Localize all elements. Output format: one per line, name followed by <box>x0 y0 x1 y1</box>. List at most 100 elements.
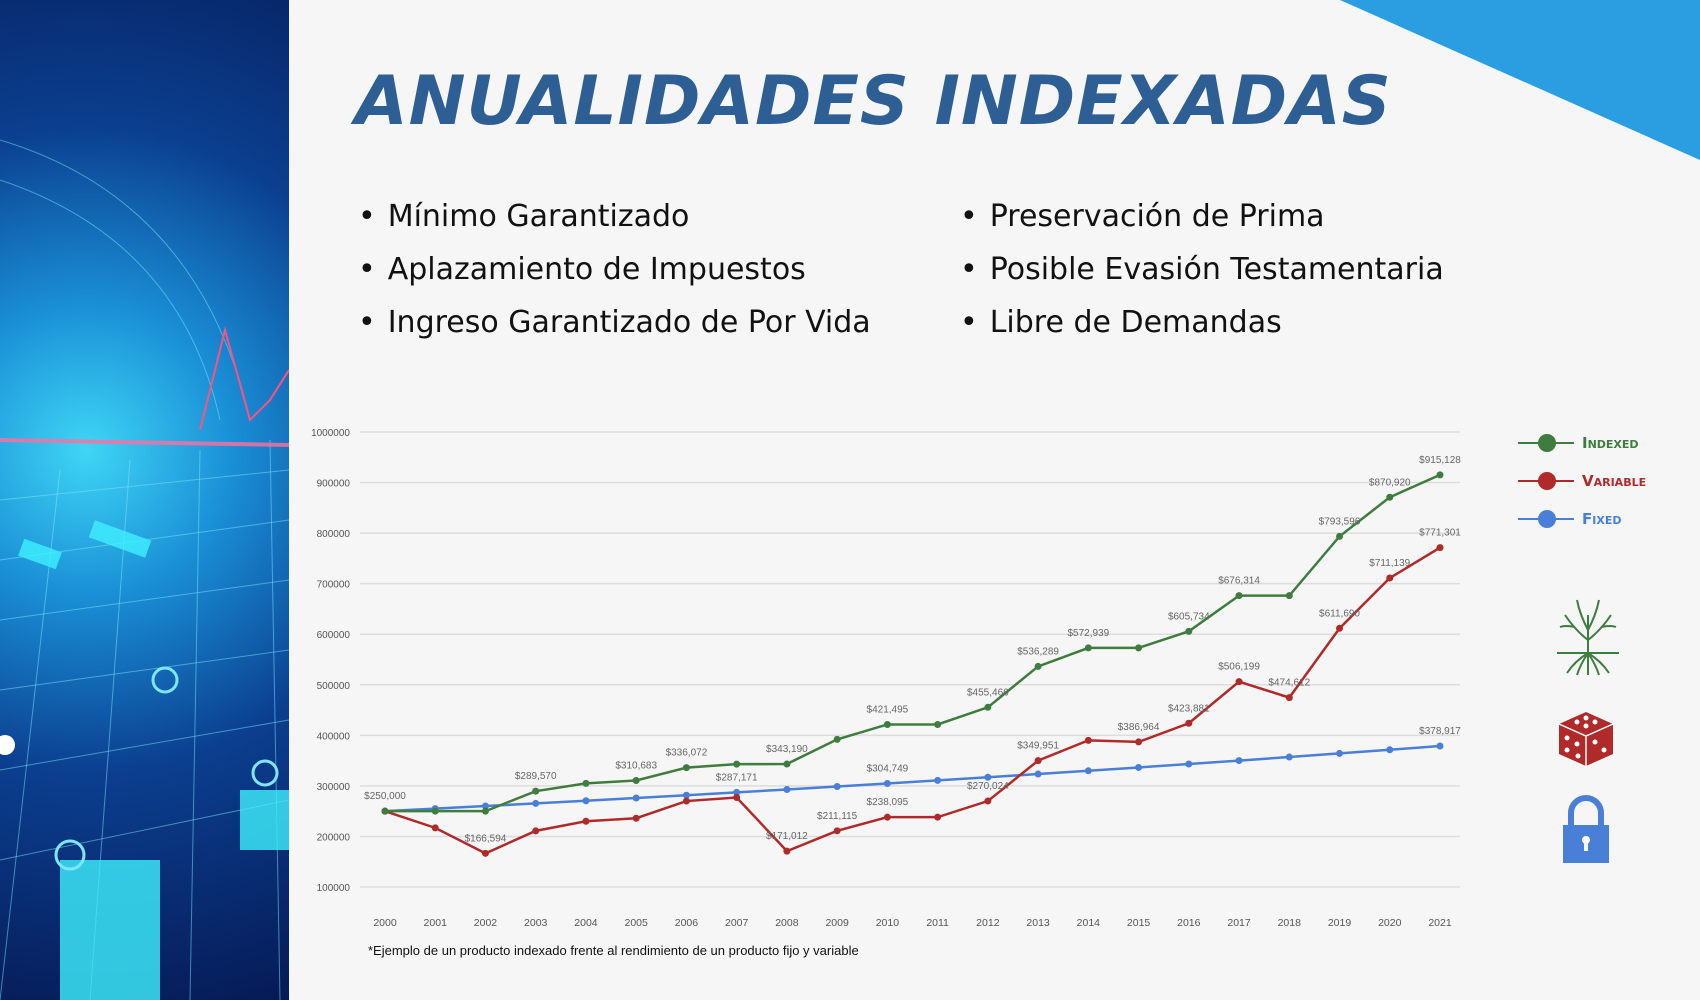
legend-item-indexed: Indexed <box>1518 434 1639 452</box>
series-line-indexed <box>385 473 1441 813</box>
x-tick-label: 2017 <box>1227 917 1251 929</box>
data-point-fixed <box>883 779 891 787</box>
data-point-indexed <box>682 764 690 772</box>
x-tick-label: 2020 <box>1378 917 1402 929</box>
data-point-fixed <box>682 791 690 799</box>
data-point-fixed <box>1436 742 1444 750</box>
data-point-variable <box>582 817 590 825</box>
data-label: $304,749 <box>867 763 909 774</box>
data-label: $771,301 <box>1419 528 1461 539</box>
decorative-tech-globe-image <box>0 0 289 1000</box>
data-point-fixed <box>783 785 791 793</box>
data-label: $572,939 <box>1067 628 1109 639</box>
data-label: $343,190 <box>766 744 808 755</box>
y-tick-label: 600000 <box>317 630 351 641</box>
data-label: $605,734 <box>1168 611 1210 622</box>
data-point-variable <box>1034 757 1042 765</box>
y-tick-label: 1000000 <box>311 428 350 439</box>
legend-item-fixed: Fixed <box>1518 510 1621 528</box>
data-point-variable <box>1135 738 1143 746</box>
data-point-variable <box>1386 574 1394 582</box>
y-tick-label: 900000 <box>317 479 351 490</box>
series-line-variable <box>384 546 1441 855</box>
y-tick-label: 400000 <box>317 731 351 742</box>
x-tick-label: 2001 <box>424 917 448 929</box>
data-label: $536,289 <box>1017 646 1059 657</box>
benefits-list-left: Mínimo Garantizado Aplazamiento de Impue… <box>358 190 871 349</box>
data-label: $793,596 <box>1319 516 1361 527</box>
data-point-indexed <box>381 807 389 815</box>
data-point-indexed <box>532 787 540 795</box>
data-point-fixed <box>733 788 741 796</box>
data-point-variable <box>783 847 791 855</box>
x-tick-label: 2005 <box>625 917 649 929</box>
x-tick-label: 2006 <box>675 917 699 929</box>
x-tick-label: 2012 <box>976 917 1000 929</box>
x-tick-label: 2004 <box>574 917 598 929</box>
data-point-indexed <box>984 703 992 711</box>
legend-label: Fixed <box>1582 510 1622 528</box>
chart-footnote: *Ejemplo de un producto indexado frente … <box>368 943 859 958</box>
data-label: $474,612 <box>1268 678 1310 689</box>
data-point-indexed <box>632 776 640 784</box>
data-point-variable <box>1285 694 1293 702</box>
x-tick-label: 2002 <box>474 917 498 929</box>
data-label: $870,920 <box>1369 477 1411 488</box>
data-label: $421,495 <box>867 704 909 715</box>
data-point-indexed <box>1084 644 1092 652</box>
data-point-indexed <box>733 760 741 768</box>
data-label: $676,314 <box>1218 576 1260 587</box>
data-label: $506,199 <box>1218 662 1260 673</box>
data-point-indexed <box>1436 471 1444 479</box>
x-tick-label: 2009 <box>825 917 849 929</box>
legend-label: Indexed <box>1582 434 1639 452</box>
benefit-item: Preservación de Prima <box>960 190 1444 243</box>
x-tick-label: 2013 <box>1026 917 1050 929</box>
benefit-item: Ingreso Garantizado de Por Vida <box>358 296 871 349</box>
data-point-variable <box>1436 544 1444 552</box>
x-tick-label: 2014 <box>1077 917 1101 929</box>
x-tick-label: 2016 <box>1177 917 1201 929</box>
data-point-variable <box>1185 719 1193 727</box>
data-point-indexed <box>1034 662 1042 670</box>
data-label: $166,594 <box>465 833 507 844</box>
y-tick-label: 800000 <box>317 529 351 540</box>
data-label: $423,881 <box>1168 703 1210 714</box>
data-point-indexed <box>1235 592 1243 600</box>
data-label: $289,570 <box>515 771 557 782</box>
lock-icon <box>1563 795 1609 863</box>
legend-label: Variable <box>1582 472 1647 490</box>
data-label: $171,012 <box>766 831 808 842</box>
data-point-variable <box>532 827 540 835</box>
tree-icon <box>1557 599 1619 676</box>
x-tick-label: 2021 <box>1428 917 1452 929</box>
data-label: $611,690 <box>1319 608 1360 619</box>
x-tick-label: 2015 <box>1127 917 1151 929</box>
data-point-fixed <box>934 776 942 784</box>
data-point-indexed <box>783 760 791 768</box>
data-label: $270,024 <box>967 781 1009 792</box>
data-point-indexed <box>883 720 891 728</box>
data-point-variable <box>1336 624 1344 632</box>
data-point-indexed <box>1336 532 1344 540</box>
x-tick-label: 2019 <box>1328 917 1352 929</box>
data-point-indexed <box>481 807 489 815</box>
data-label: $287,171 <box>716 772 758 783</box>
data-point-variable <box>632 814 640 822</box>
data-point-variable <box>431 824 439 832</box>
x-tick-label: 2007 <box>725 917 749 929</box>
benefit-item: Posible Evasión Testamentaria <box>960 243 1444 296</box>
data-label: $310,683 <box>615 760 657 771</box>
data-point-variable <box>833 827 841 835</box>
series-line-fixed <box>384 744 1441 813</box>
data-label: $386,964 <box>1118 722 1160 733</box>
data-point-variable <box>1084 736 1092 744</box>
data-label: $238,095 <box>867 797 909 808</box>
y-tick-label: 500000 <box>317 681 351 692</box>
data-point-variable <box>682 797 690 805</box>
data-point-variable <box>1235 678 1243 686</box>
x-tick-label: 2000 <box>373 917 397 929</box>
data-point-fixed <box>1185 760 1193 768</box>
y-tick-label: 700000 <box>317 580 351 591</box>
data-point-fixed <box>1135 763 1143 771</box>
